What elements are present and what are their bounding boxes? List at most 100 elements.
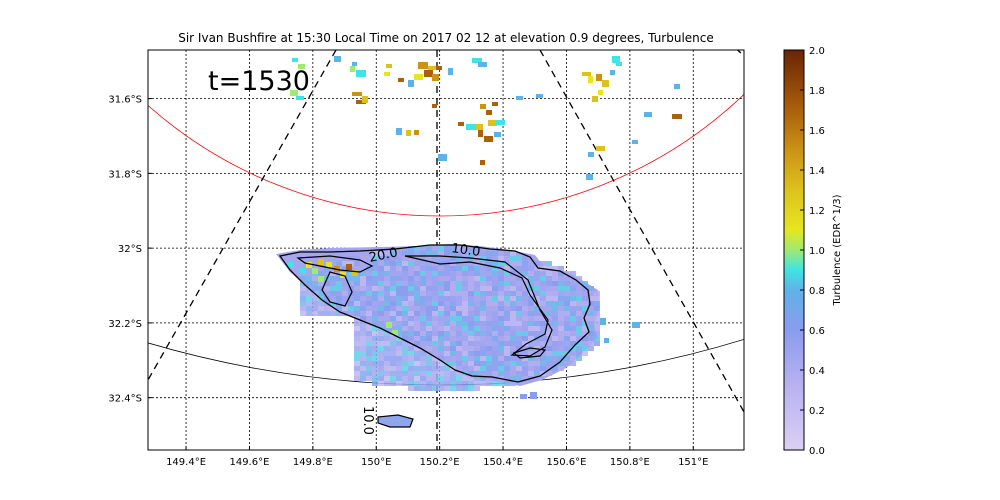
plume-cell xyxy=(462,376,468,381)
echo-cell xyxy=(352,62,357,66)
plume-cell xyxy=(450,301,456,306)
plume-cell xyxy=(552,321,558,326)
plume-cell xyxy=(390,291,396,296)
plume-cell xyxy=(408,246,414,251)
plume-cell xyxy=(402,256,408,261)
plume-cell xyxy=(432,281,438,286)
plume-cell xyxy=(300,286,306,291)
plume-cell xyxy=(408,346,414,351)
plume-cell xyxy=(498,371,504,376)
plume-cell xyxy=(414,246,420,251)
plume-cell xyxy=(360,336,366,341)
plume-cell xyxy=(408,291,414,296)
plume-cell xyxy=(528,326,534,331)
plume-cell xyxy=(576,301,582,306)
plume-cell xyxy=(348,281,354,286)
plume-cell xyxy=(414,321,420,326)
plume-cell xyxy=(474,386,480,391)
plume-cells xyxy=(288,246,600,391)
plume-cell xyxy=(390,356,396,361)
plume-cell xyxy=(462,276,468,281)
plume-cell xyxy=(546,341,552,346)
plume-cell xyxy=(360,316,366,321)
plume-cell xyxy=(378,361,384,366)
plume-cell xyxy=(390,351,396,356)
plume-cell xyxy=(576,296,582,301)
plume-cell xyxy=(324,266,330,271)
plume-cell xyxy=(480,256,486,261)
plume-cell xyxy=(300,306,306,311)
plume-cell xyxy=(402,346,408,351)
echo-cell xyxy=(632,140,638,144)
plume-cell xyxy=(414,341,420,346)
plume-cell xyxy=(414,266,420,271)
plume-cell xyxy=(414,316,420,321)
plume-cell xyxy=(594,341,600,346)
plume-cell xyxy=(366,346,372,351)
plume-cell xyxy=(384,311,390,316)
plume-cell xyxy=(450,276,456,281)
x-tick-label: 151°E xyxy=(678,457,708,468)
plume-cell xyxy=(414,361,420,366)
plume-cell xyxy=(372,351,378,356)
echo-cell xyxy=(356,100,366,104)
plume-cell xyxy=(480,331,486,336)
plume-cell xyxy=(468,336,474,341)
plume-cell xyxy=(426,251,432,256)
plume-cell xyxy=(474,351,480,356)
echo-cell xyxy=(674,84,680,89)
plume-cell xyxy=(462,386,468,391)
plume-cell xyxy=(450,351,456,356)
plume-cell xyxy=(366,351,372,356)
plume-cell xyxy=(546,306,552,311)
plume-cell xyxy=(462,361,468,366)
plume-cell xyxy=(552,356,558,361)
plume-cell xyxy=(330,301,336,306)
plume-cell xyxy=(312,306,318,311)
plume-cell xyxy=(516,306,522,311)
plume-cell xyxy=(462,316,468,321)
plume-cell xyxy=(462,351,468,356)
plume-cell xyxy=(420,361,426,366)
plume-cell xyxy=(324,286,330,291)
plume-cell xyxy=(432,346,438,351)
plume-cell xyxy=(438,316,444,321)
plume-cell xyxy=(486,266,492,271)
plume-cell xyxy=(414,336,420,341)
plume-cell xyxy=(414,311,420,316)
plume-cell xyxy=(468,331,474,336)
plume-cell xyxy=(438,291,444,296)
plume-cell xyxy=(414,356,420,361)
plume-cell xyxy=(456,256,462,261)
plume-cell xyxy=(474,306,480,311)
plume-cell xyxy=(516,366,522,371)
plume-cell xyxy=(552,281,558,286)
echo-cell xyxy=(428,66,437,70)
plume-cell xyxy=(426,346,432,351)
plume-cell xyxy=(444,386,450,391)
plume-cell xyxy=(402,301,408,306)
plume-cell xyxy=(444,246,450,251)
plume-cell xyxy=(480,321,486,326)
plume-cell xyxy=(552,296,558,301)
plume-cell xyxy=(522,316,528,321)
plume-cell xyxy=(360,271,366,276)
plume-cell xyxy=(468,296,474,301)
plume-cell xyxy=(354,326,360,331)
plume-hot-cell xyxy=(346,264,352,270)
plume-cell xyxy=(396,266,402,271)
echo-cell xyxy=(612,56,620,63)
plume-cell xyxy=(378,296,384,301)
plume-cell xyxy=(330,281,336,286)
plume-cell xyxy=(420,301,426,306)
plume-cell xyxy=(354,311,360,316)
plume-cell xyxy=(528,281,534,286)
x-tick-label: 150.4°E xyxy=(483,457,523,468)
plume-cell xyxy=(456,291,462,296)
echo-cell xyxy=(466,124,476,130)
plume-cell xyxy=(378,376,384,381)
plume-cell xyxy=(528,296,534,301)
plume-cell xyxy=(522,276,528,281)
plume-cell xyxy=(498,321,504,326)
